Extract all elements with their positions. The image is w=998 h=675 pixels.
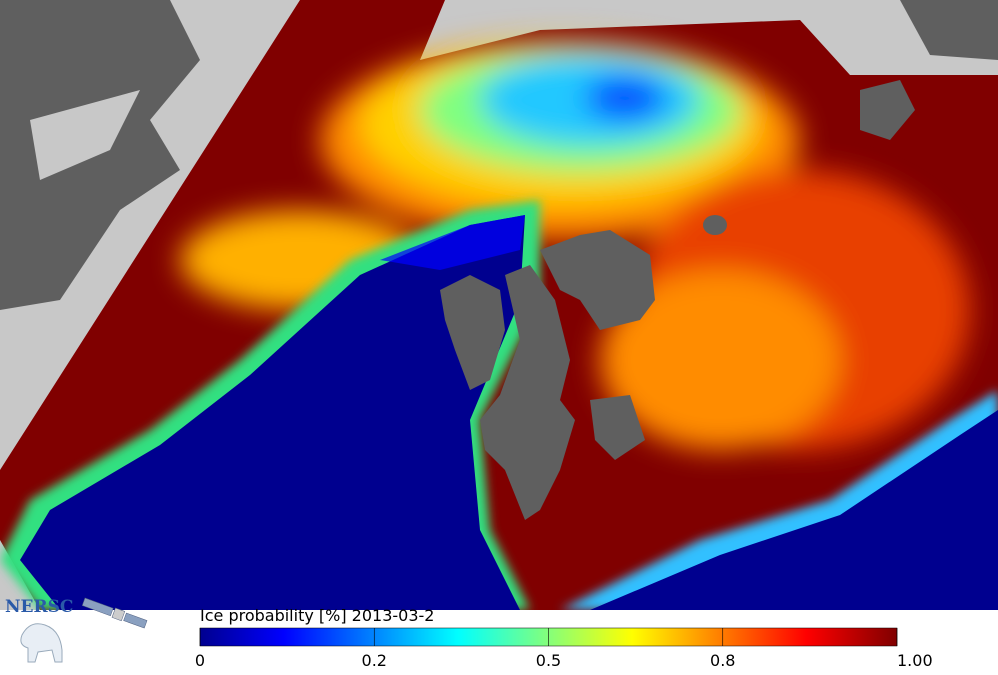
logo-text: NERSC — [5, 597, 73, 617]
colorbar-label: Ice probability [%] 2013-03-2 — [200, 606, 434, 625]
colorbar-ticks: 0 0.2 0.5 0.8 1.00 — [195, 628, 933, 670]
colorbar-tick-label: 0.5 — [536, 651, 561, 670]
colorbar-tick-label: 0.8 — [710, 651, 735, 670]
colorbar-tick-label: 0 — [195, 651, 205, 670]
colorbar-tick-label: 0.2 — [362, 651, 387, 670]
colorbar-tick-label: 1.00 — [897, 651, 933, 670]
logo: NERSC — [5, 597, 148, 663]
map — [0, 0, 998, 610]
